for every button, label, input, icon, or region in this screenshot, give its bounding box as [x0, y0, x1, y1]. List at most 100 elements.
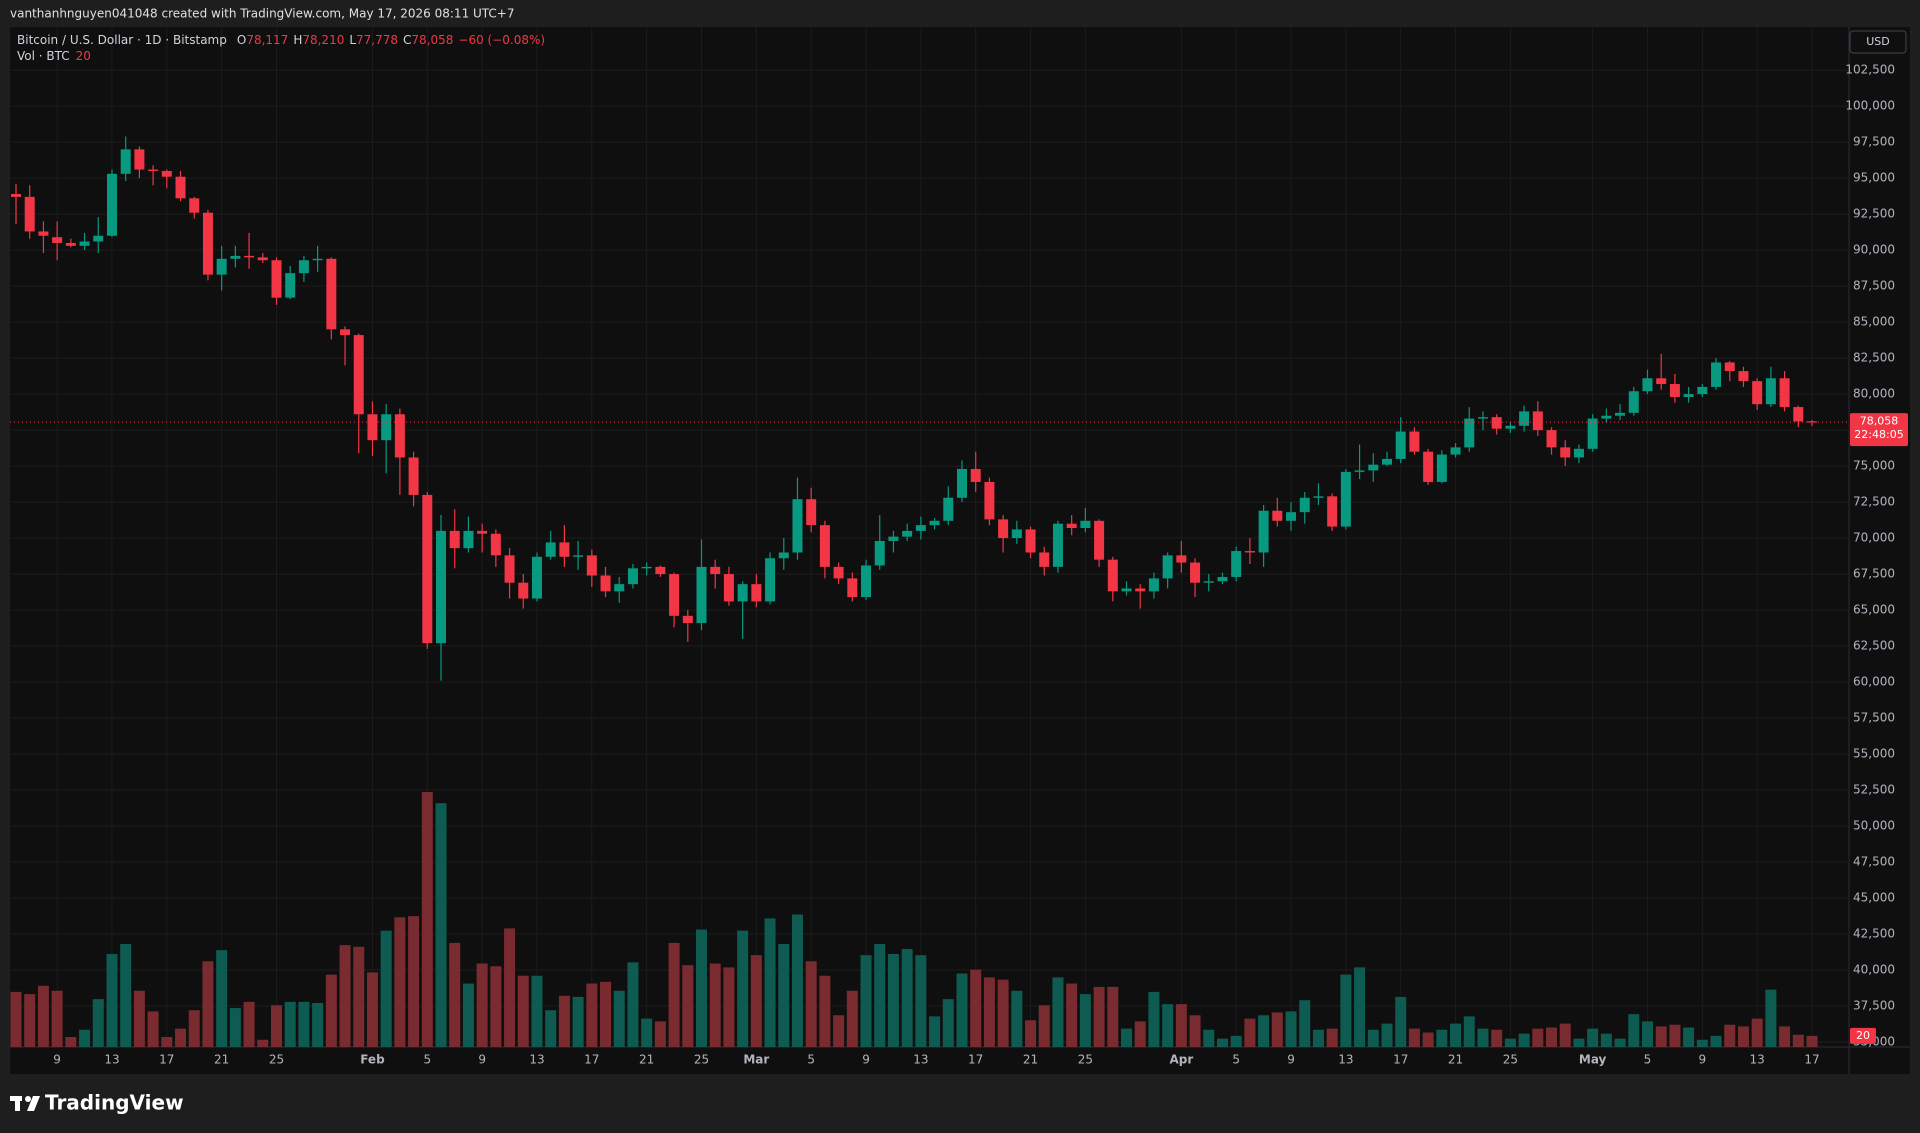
volume-bar — [668, 942, 680, 1047]
candle-body — [422, 494, 433, 644]
candle-body — [1573, 448, 1584, 458]
volume-bar — [1765, 989, 1777, 1047]
logo: TradingView — [10, 1091, 184, 1115]
volume-bar — [1285, 1011, 1297, 1047]
volume-bar — [654, 1021, 666, 1047]
volume-bar — [1230, 1035, 1242, 1047]
volume-bar — [1203, 1029, 1215, 1047]
x-tick-label: 25 — [1078, 1053, 1093, 1067]
candle-body — [490, 533, 501, 556]
volume-bar — [1244, 1018, 1256, 1047]
volume-bar — [1600, 1033, 1612, 1047]
x-tick-label: 9 — [862, 1053, 870, 1067]
volume-bar — [1546, 1027, 1558, 1047]
legend-value: 78,210 — [302, 33, 344, 47]
candle-body — [792, 499, 803, 553]
y-tick-label: 97,500 — [1853, 135, 1895, 149]
volume-bar — [737, 930, 749, 1047]
candle-body — [24, 196, 35, 232]
volume-bar — [243, 1001, 255, 1047]
candle-body — [1519, 411, 1530, 426]
x-tick-label: 21 — [639, 1053, 654, 1067]
volume-value: 20 — [76, 49, 91, 63]
candle-body — [861, 565, 872, 598]
currency-button[interactable] — [1849, 30, 1907, 54]
volume-bar — [490, 966, 502, 1047]
logo-mark — [27, 1096, 40, 1111]
candle-body — [1807, 421, 1818, 423]
volume-bar — [257, 1039, 269, 1047]
candle-body — [244, 255, 255, 258]
candle-body — [1107, 559, 1118, 592]
volume-bar — [1696, 1039, 1708, 1047]
volume-bar — [750, 955, 762, 1047]
candle-body — [1793, 407, 1804, 422]
candle-body — [956, 468, 967, 498]
candle-body — [1066, 523, 1077, 529]
volume-bar — [1710, 1035, 1722, 1047]
y-tick-label: 95,000 — [1853, 171, 1895, 185]
volume-bar — [970, 969, 982, 1047]
volume-bar — [531, 975, 543, 1047]
candle-body — [1203, 581, 1214, 583]
x-tick-label: 9 — [478, 1053, 486, 1067]
volume-bar — [449, 942, 461, 1047]
candle-body — [312, 258, 323, 261]
volume-bar — [1504, 1038, 1516, 1047]
volume-bar — [929, 1016, 941, 1047]
candle-body — [1231, 551, 1242, 577]
y-tick-label: 47,500 — [1853, 855, 1895, 869]
candle-body — [1011, 529, 1022, 539]
candle-body — [1711, 362, 1722, 387]
candle-body — [1560, 447, 1571, 458]
volume-bar — [1641, 1021, 1653, 1047]
candle-body — [1244, 551, 1255, 553]
x-tick-label: Feb — [360, 1053, 385, 1067]
y-tick-label: 75,000 — [1853, 459, 1895, 473]
volume-bar — [983, 977, 995, 1047]
candle-body — [737, 584, 748, 602]
candle-body — [1299, 497, 1310, 513]
volume-bar — [1134, 1021, 1146, 1047]
candle-body — [943, 497, 954, 521]
legend-value: 78,117 — [246, 33, 288, 47]
candle-body — [1587, 418, 1598, 449]
volume-bar — [997, 979, 1009, 1047]
y-tick-label: 90,000 — [1853, 243, 1895, 257]
candle-body — [888, 536, 899, 541]
candle-body — [1148, 578, 1159, 592]
x-tick-label: 5 — [1232, 1053, 1240, 1067]
legend-value: 78,058 — [411, 33, 453, 47]
y-tick-label: 70,000 — [1853, 531, 1895, 545]
x-tick-label: 5 — [1644, 1053, 1652, 1067]
x-tick-label: 21 — [1448, 1053, 1463, 1067]
y-tick-label: 45,000 — [1853, 890, 1895, 904]
volume-bar — [833, 1015, 845, 1047]
y-tick-label: 92,500 — [1853, 207, 1895, 221]
y-tick-label: 42,500 — [1853, 926, 1895, 940]
y-tick-label: 55,000 — [1853, 747, 1895, 761]
candle-body — [1217, 576, 1228, 582]
candle-body — [614, 584, 625, 592]
volume-bar — [915, 955, 927, 1047]
candle-body — [79, 241, 90, 246]
volume-bar — [1724, 1024, 1736, 1047]
volume-bar — [1025, 1020, 1037, 1047]
candle-body — [271, 260, 282, 298]
candle-body — [1601, 415, 1612, 419]
y-tick-label: 100,000 — [1845, 99, 1895, 113]
candle-body — [1615, 412, 1626, 416]
logo-mark — [25, 1096, 31, 1102]
volume-bar — [202, 961, 214, 1047]
candle-body — [340, 329, 351, 336]
x-tick-label: 17 — [1393, 1053, 1408, 1067]
candle-body — [1752, 381, 1763, 405]
footer-brand: TradingView — [45, 1091, 184, 1115]
candle-body — [929, 520, 940, 526]
candle-body — [545, 542, 556, 557]
volume-bar — [1573, 1038, 1585, 1047]
volume-bar — [188, 1010, 200, 1047]
volume-bar — [462, 983, 474, 1047]
y-tick-label: 80,000 — [1853, 387, 1895, 401]
